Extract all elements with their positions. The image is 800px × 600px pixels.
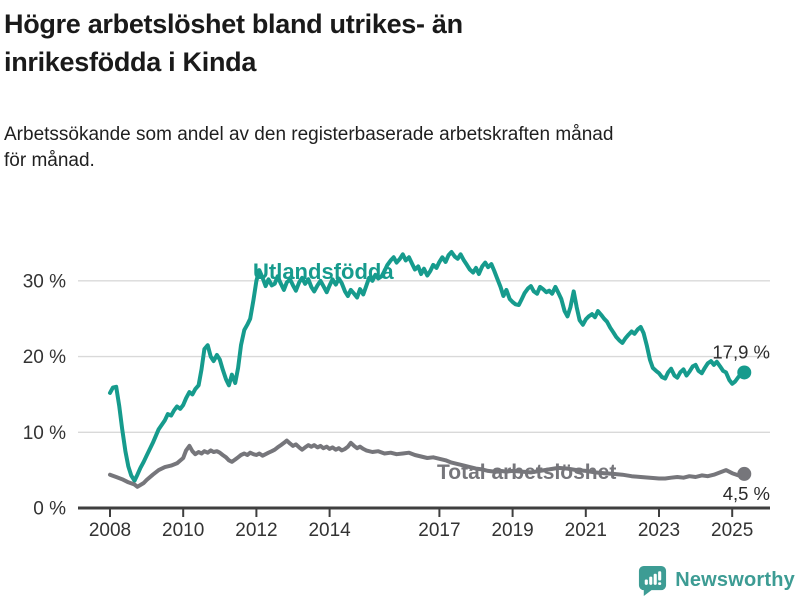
exclamation-dot xyxy=(658,582,662,586)
x-axis-label-2025: 2025 xyxy=(711,520,753,541)
chart-subtitle: Arbetssökande som andel av den registerb… xyxy=(4,122,790,174)
title-line-1: Högre arbetslöshet bland utrikes- än xyxy=(4,9,463,39)
bar-large xyxy=(653,573,657,585)
title-line-2: inrikesfödda i Kinda xyxy=(4,46,257,77)
x-axis-label-2008: 2008 xyxy=(89,520,131,541)
y-axis-label-10: 10 % xyxy=(23,423,66,444)
end-dot-utlandsfodda xyxy=(737,365,752,380)
x-axis-label-2023: 2023 xyxy=(638,520,680,541)
header: Högre arbetslöshet bland utrikes- än inri… xyxy=(0,0,800,174)
exclamation-stem xyxy=(658,571,662,581)
series-line-total-arbetsloshet xyxy=(108,438,747,489)
newsworthy-logo-text: Newsworthy xyxy=(675,568,795,591)
newsworthy-chart-bubble-icon xyxy=(639,565,667,596)
bar-medium xyxy=(649,576,653,585)
page-title: Högre arbetslöshet bland utrikes- än inri… xyxy=(4,6,790,82)
x-axis-label-2019: 2019 xyxy=(491,520,533,541)
x-axis-label-2012: 2012 xyxy=(235,520,277,541)
series-label-total-arbetsloshet: Total arbetslöshet xyxy=(437,461,616,484)
y-axis-label-20: 20 % xyxy=(23,347,66,368)
end-value-label-utlandsfodda: 17,9 % xyxy=(712,341,770,362)
subtitle-line-2: för månad. xyxy=(4,149,95,171)
line-chart: 0 % 10 % 20 % 30 % 2008 2010 2012 2014 2017 2019 2… xyxy=(23,250,770,541)
x-axis-label-2017: 2017 xyxy=(418,520,460,541)
end-dot-total-arbetsloshet xyxy=(737,466,752,481)
x-axis-label-2021: 2021 xyxy=(565,520,607,541)
speech-bubble-shape xyxy=(639,565,667,596)
end-value-label-total-arbetsloshet: 4,5 % xyxy=(723,483,770,504)
newsworthy-logo: Newsworthy xyxy=(637,564,795,596)
x-axis-label-2014: 2014 xyxy=(308,520,351,541)
y-axis-label-30: 30 % xyxy=(23,271,66,292)
bar-small xyxy=(644,579,649,585)
x-axis-label-2010: 2010 xyxy=(162,520,204,541)
y-axis-label-0: 0 % xyxy=(33,499,66,520)
series-line-utlandsfodda xyxy=(108,250,747,483)
subtitle-line-1: Arbetssökande som andel av den registerb… xyxy=(4,123,614,145)
